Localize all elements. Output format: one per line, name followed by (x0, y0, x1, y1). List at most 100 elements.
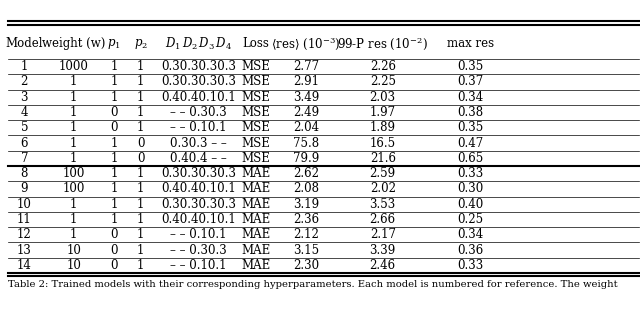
Text: 16.5: 16.5 (370, 137, 396, 150)
Text: MSE: MSE (241, 152, 271, 165)
Text: 11: 11 (17, 213, 32, 226)
Text: MAE: MAE (241, 259, 271, 272)
Text: 1: 1 (110, 213, 118, 226)
Text: MAE: MAE (241, 198, 271, 211)
Text: 1: 1 (70, 228, 77, 241)
Text: 2: 2 (20, 75, 28, 88)
Text: MAE: MAE (241, 167, 271, 180)
Text: $D_1\,D_2\,D_3\,D_4$: $D_1\,D_2\,D_3\,D_4$ (165, 35, 232, 52)
Text: 0.25: 0.25 (458, 213, 483, 226)
Text: 7: 7 (20, 152, 28, 165)
Text: 0.40.4 – –: 0.40.4 – – (170, 152, 227, 165)
Text: 0: 0 (110, 121, 118, 134)
Text: 1.97: 1.97 (370, 106, 396, 119)
Text: MAE: MAE (241, 244, 271, 257)
Text: 2.04: 2.04 (293, 121, 319, 134)
Text: 0.35: 0.35 (457, 60, 484, 73)
Text: 2.77: 2.77 (293, 60, 319, 73)
Text: 75.8: 75.8 (293, 137, 319, 150)
Text: 3.19: 3.19 (293, 198, 319, 211)
Text: 4: 4 (20, 106, 28, 119)
Text: 0.30.30.30.3: 0.30.30.30.3 (161, 167, 236, 180)
Text: 1: 1 (70, 213, 77, 226)
Text: $p_1$: $p_1$ (107, 36, 121, 51)
Text: 2.17: 2.17 (370, 228, 396, 241)
Text: 8: 8 (20, 167, 28, 180)
Text: 0: 0 (137, 137, 145, 150)
Text: 1: 1 (110, 167, 118, 180)
Text: – – 0.10.1: – – 0.10.1 (170, 259, 227, 272)
Text: 10: 10 (66, 244, 81, 257)
Text: 2.08: 2.08 (293, 182, 319, 195)
Text: 1.89: 1.89 (370, 121, 396, 134)
Text: 1: 1 (70, 121, 77, 134)
Text: 3.53: 3.53 (369, 198, 396, 211)
Text: MSE: MSE (241, 60, 271, 73)
Text: 100: 100 (63, 167, 84, 180)
Text: 0: 0 (110, 106, 118, 119)
Text: 0.40.40.10.1: 0.40.40.10.1 (161, 213, 236, 226)
Text: 13: 13 (17, 244, 32, 257)
Text: 2.36: 2.36 (293, 213, 319, 226)
Text: 3: 3 (20, 91, 28, 104)
Text: 1000: 1000 (59, 60, 88, 73)
Text: 21.6: 21.6 (370, 152, 396, 165)
Text: 79.9: 79.9 (292, 152, 319, 165)
Text: 0: 0 (110, 259, 118, 272)
Text: 0.40.40.10.1: 0.40.40.10.1 (161, 182, 236, 195)
Text: 0.33: 0.33 (457, 259, 484, 272)
Text: 1: 1 (137, 167, 145, 180)
Text: 1: 1 (137, 213, 145, 226)
Text: MAE: MAE (241, 213, 271, 226)
Text: 0: 0 (110, 228, 118, 241)
Text: 100: 100 (63, 182, 84, 195)
Text: 1: 1 (137, 121, 145, 134)
Text: MSE: MSE (241, 137, 271, 150)
Text: 2.62: 2.62 (293, 167, 319, 180)
Text: 1: 1 (110, 198, 118, 211)
Text: 1: 1 (20, 60, 28, 73)
Text: 0.40: 0.40 (457, 198, 484, 211)
Text: MAE: MAE (241, 228, 271, 241)
Text: 1: 1 (137, 91, 145, 104)
Text: 2.49: 2.49 (293, 106, 319, 119)
Text: – – 0.10.1: – – 0.10.1 (170, 228, 227, 241)
Text: 1: 1 (137, 244, 145, 257)
Text: 1: 1 (70, 137, 77, 150)
Text: 0.47: 0.47 (457, 137, 484, 150)
Text: Loss: Loss (243, 37, 269, 50)
Text: MAE: MAE (241, 182, 271, 195)
Text: 0.33: 0.33 (457, 167, 484, 180)
Text: 6: 6 (20, 137, 28, 150)
Text: MSE: MSE (241, 91, 271, 104)
Text: 2.25: 2.25 (370, 75, 396, 88)
Text: – – 0.30.3: – – 0.30.3 (170, 106, 227, 119)
Text: 2.03: 2.03 (370, 91, 396, 104)
Text: 9: 9 (20, 182, 28, 195)
Text: MSE: MSE (241, 121, 271, 134)
Text: 12: 12 (17, 228, 32, 241)
Text: 1: 1 (110, 60, 118, 73)
Text: 2.91: 2.91 (293, 75, 319, 88)
Text: 1: 1 (70, 152, 77, 165)
Text: 0.35: 0.35 (457, 121, 484, 134)
Text: Table 2: Trained models with their corresponding hyperparameters. Each model is : Table 2: Trained models with their corre… (8, 280, 618, 289)
Text: 0.30.30.30.3: 0.30.30.30.3 (161, 75, 236, 88)
Text: 0.65: 0.65 (457, 152, 484, 165)
Text: 0.34: 0.34 (457, 91, 484, 104)
Text: MSE: MSE (241, 75, 271, 88)
Text: 2.02: 2.02 (370, 182, 396, 195)
Text: 10: 10 (66, 259, 81, 272)
Text: Model: Model (6, 37, 43, 50)
Text: 0.36: 0.36 (457, 244, 484, 257)
Text: 0.37: 0.37 (457, 75, 484, 88)
Text: 3.49: 3.49 (292, 91, 319, 104)
Text: – – 0.30.3: – – 0.30.3 (170, 244, 227, 257)
Text: – – 0.10.1: – – 0.10.1 (170, 121, 227, 134)
Text: 1: 1 (110, 137, 118, 150)
Text: 1: 1 (137, 106, 145, 119)
Text: $p_2$: $p_2$ (134, 36, 148, 51)
Text: 0.30.3 – –: 0.30.3 – – (170, 137, 227, 150)
Text: 0.34: 0.34 (457, 228, 484, 241)
Text: 1: 1 (70, 106, 77, 119)
